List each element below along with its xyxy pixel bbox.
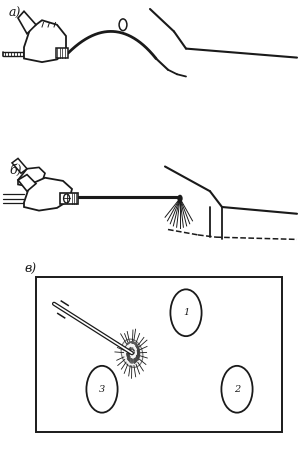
Polygon shape xyxy=(18,175,36,191)
Circle shape xyxy=(64,194,70,203)
Circle shape xyxy=(221,366,253,413)
Polygon shape xyxy=(24,20,66,62)
FancyBboxPatch shape xyxy=(36,277,282,432)
Circle shape xyxy=(119,19,127,31)
Text: 3: 3 xyxy=(99,385,105,394)
Text: 1: 1 xyxy=(183,308,189,317)
FancyBboxPatch shape xyxy=(56,48,68,58)
Ellipse shape xyxy=(121,339,143,367)
Circle shape xyxy=(170,289,202,336)
Polygon shape xyxy=(12,158,27,173)
Text: б): б) xyxy=(9,164,22,177)
Polygon shape xyxy=(18,167,45,187)
FancyBboxPatch shape xyxy=(60,193,78,204)
Text: в): в) xyxy=(24,263,36,276)
Polygon shape xyxy=(18,11,36,34)
Circle shape xyxy=(178,195,182,202)
Polygon shape xyxy=(24,178,72,211)
Circle shape xyxy=(86,366,118,413)
Text: 2: 2 xyxy=(234,385,240,394)
Text: а): а) xyxy=(9,7,21,20)
